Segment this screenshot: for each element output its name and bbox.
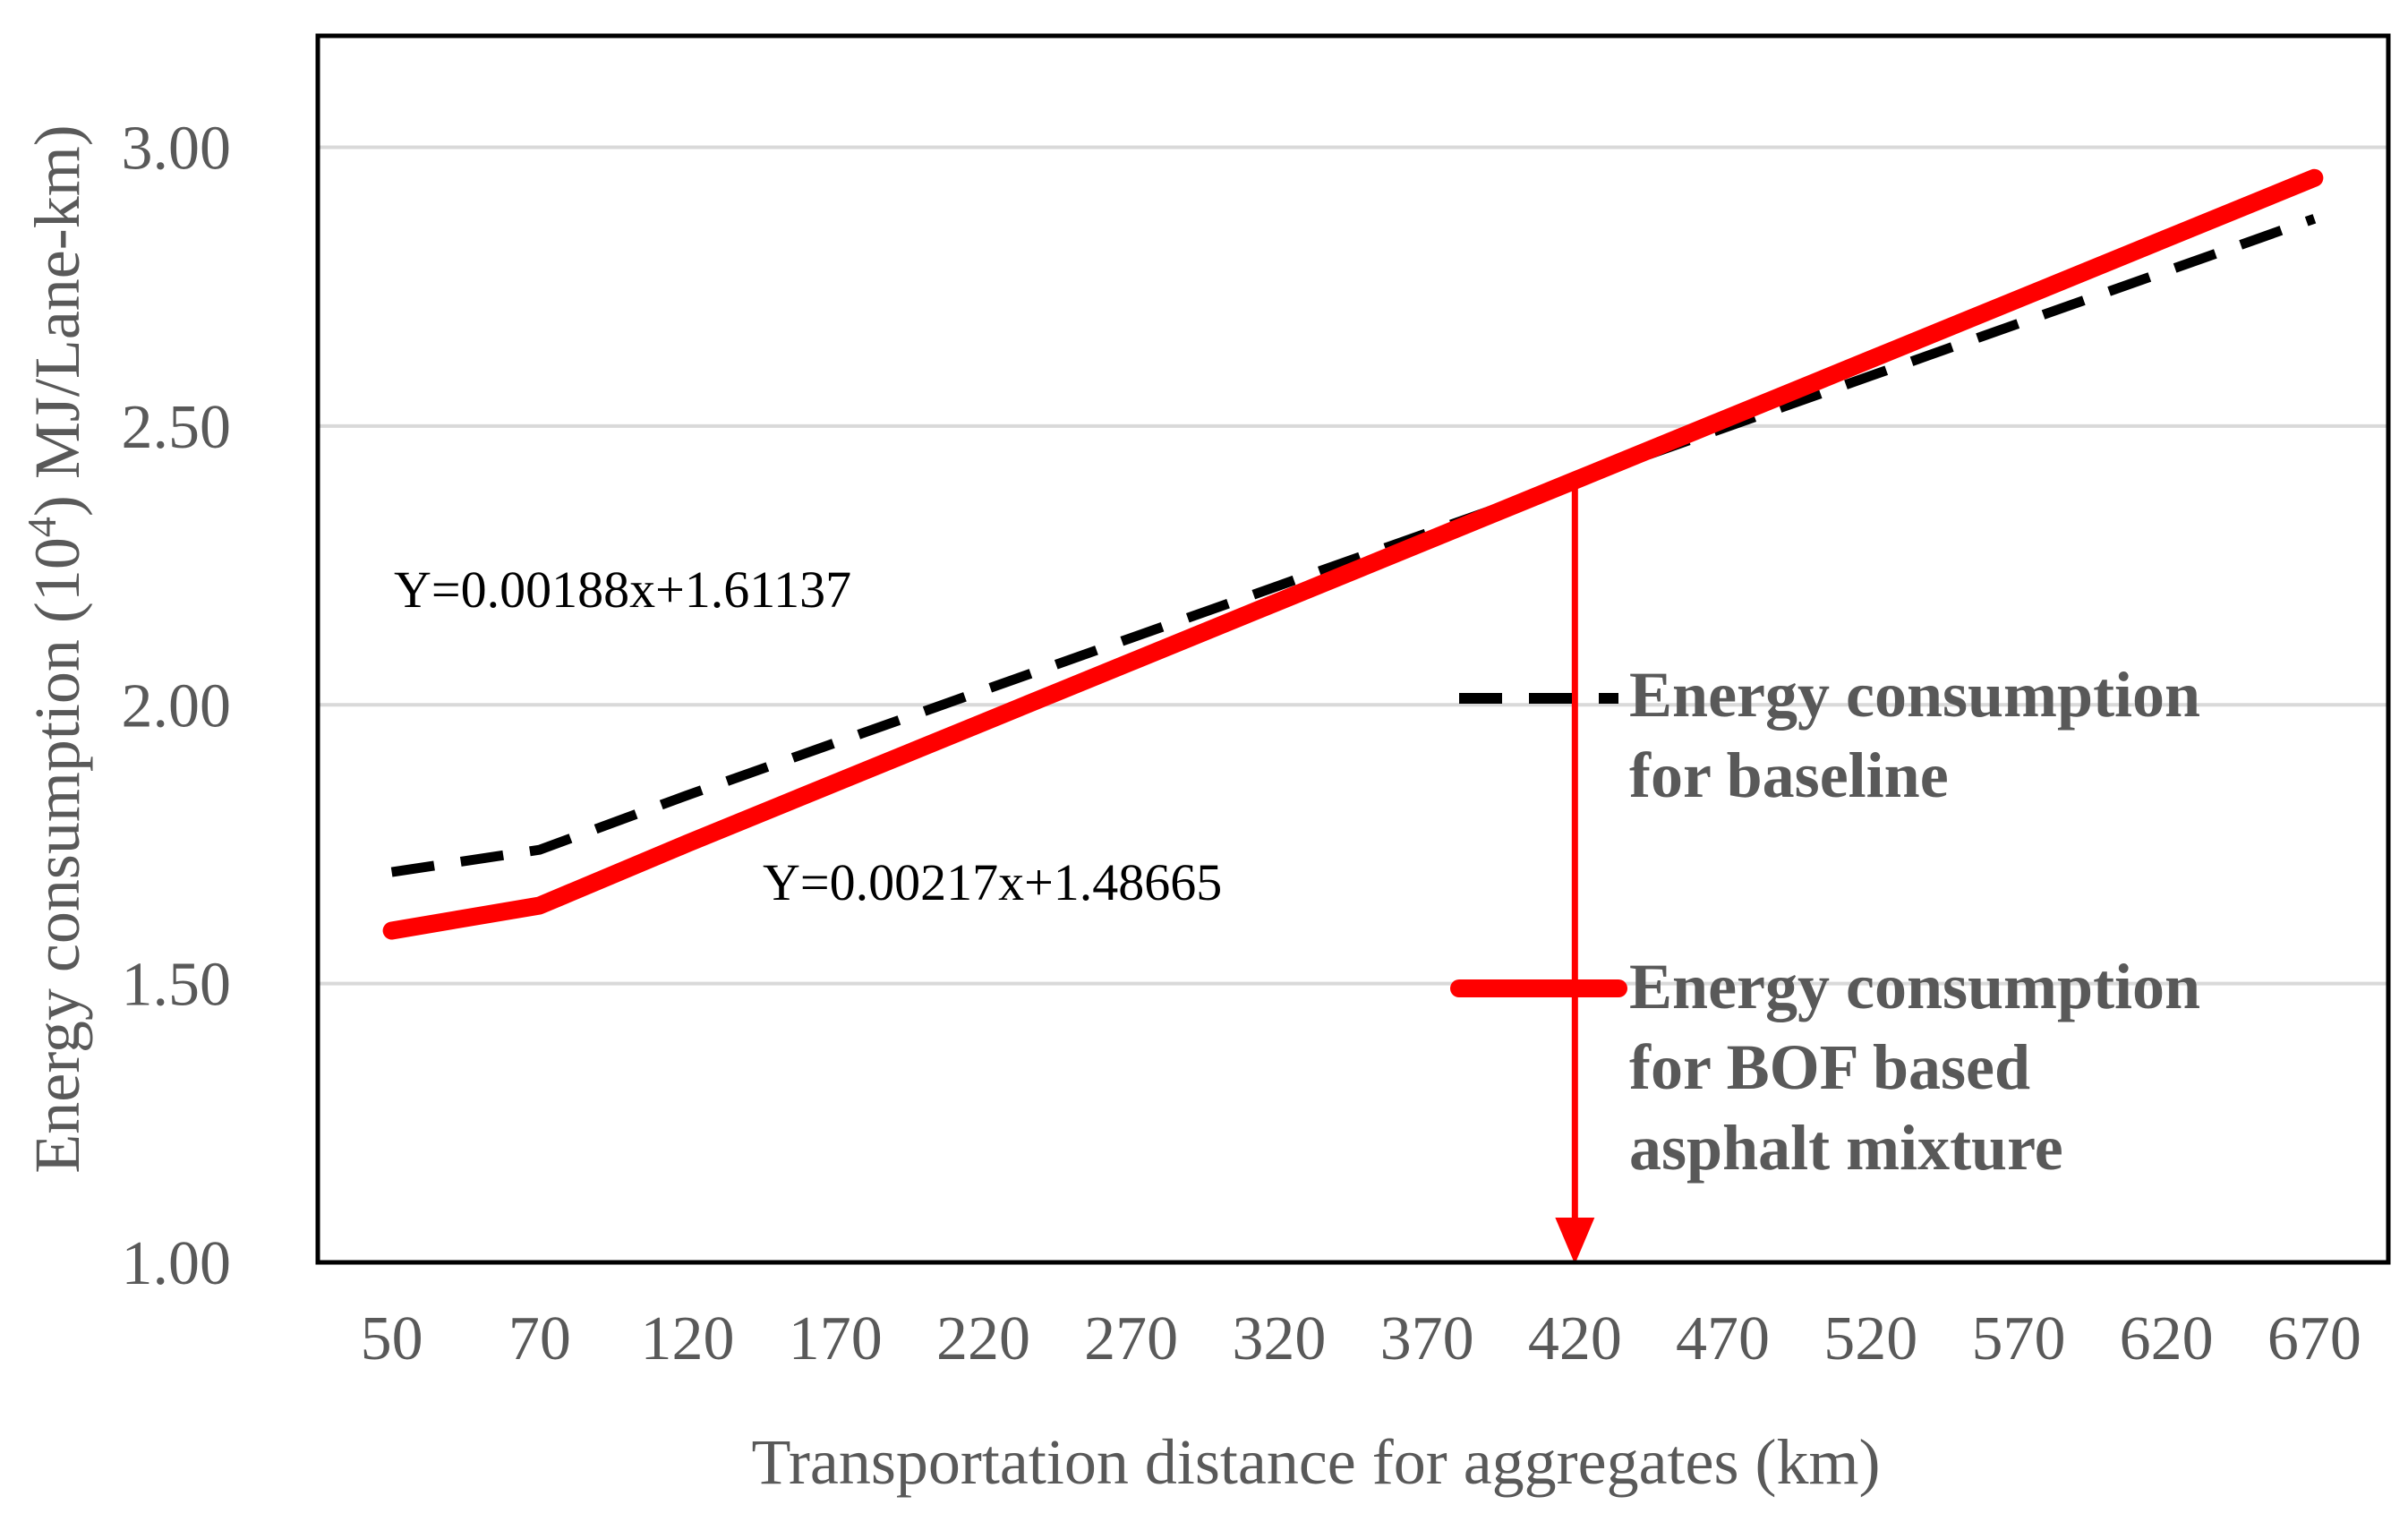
y-tick-label: 2.00 <box>122 671 232 740</box>
x-tick-label: 70 <box>508 1304 571 1373</box>
y-tick-label: 2.50 <box>122 393 232 462</box>
x-tick-label: 120 <box>641 1304 735 1373</box>
x-tick-label: 520 <box>1823 1304 1917 1373</box>
y-axis-title-suffix: ) MJ/Lane-km) <box>21 124 93 517</box>
y-axis-ticks: 1.00 1.50 2.00 2.50 3.00 <box>122 115 232 1298</box>
y-tick-label: 3.00 <box>122 115 232 184</box>
y-tick-label: 1.50 <box>122 951 232 1020</box>
data-point <box>2166 270 2167 271</box>
series-baseline-line <box>390 214 2317 877</box>
x-tick-label: 670 <box>2267 1304 2361 1373</box>
x-tick-label: 370 <box>1380 1304 1474 1373</box>
x-tick-label: 270 <box>1084 1304 1178 1373</box>
x-tick-label: 620 <box>2120 1304 2214 1373</box>
data-point <box>2018 323 2019 324</box>
series-bof-line <box>382 168 2324 940</box>
gridlines <box>318 145 2388 986</box>
x-axis-title: Transportation distance for aggregates (… <box>752 1426 1881 1498</box>
x-tick-label: 170 <box>789 1304 883 1373</box>
arrow-head <box>1555 1218 1595 1264</box>
legend-baseline-line-2: for baseline <box>1629 740 1949 811</box>
y-tick-label: 1.00 <box>122 1229 232 1298</box>
x-axis-ticks: 50 70 120 170 220 270 320 370 420 470 520 570 620 670 <box>361 1304 2361 1373</box>
data-point <box>983 690 984 691</box>
legend-bof-line-3: asphalt mixture <box>1629 1112 2063 1184</box>
x-tick-label: 50 <box>361 1304 423 1373</box>
legend: Energy consumption for baseline Energy c… <box>1450 659 2200 1184</box>
y-axis-title-prefix: Energy consumption (10 <box>21 537 93 1174</box>
x-tick-label: 420 <box>1528 1304 1622 1373</box>
x-tick-label: 220 <box>936 1304 1030 1373</box>
annotation-arrow <box>1555 480 1595 1264</box>
x-tick-label: 320 <box>1232 1304 1326 1373</box>
legend-bof-line-1: Energy consumption <box>1629 951 2200 1022</box>
legend-bof-line-2: for BOF based <box>1629 1031 2030 1103</box>
legend-baseline-line-1: Energy consumption <box>1629 659 2200 731</box>
y-axis-title-sup: 4 <box>19 517 64 537</box>
equation-baseline: Y=0.00188x+1.61137 <box>394 560 851 619</box>
equation-bof: Y=0.00217x+1.48665 <box>763 853 1222 911</box>
x-tick-label: 570 <box>1971 1304 2065 1373</box>
y-axis-title: Energy consumption (104) MJ/Lane-km) <box>19 124 93 1173</box>
data-point <box>835 742 836 743</box>
x-tick-label: 470 <box>1676 1304 1770 1373</box>
series-lines <box>382 168 2324 940</box>
plot-frame <box>315 33 2391 1265</box>
